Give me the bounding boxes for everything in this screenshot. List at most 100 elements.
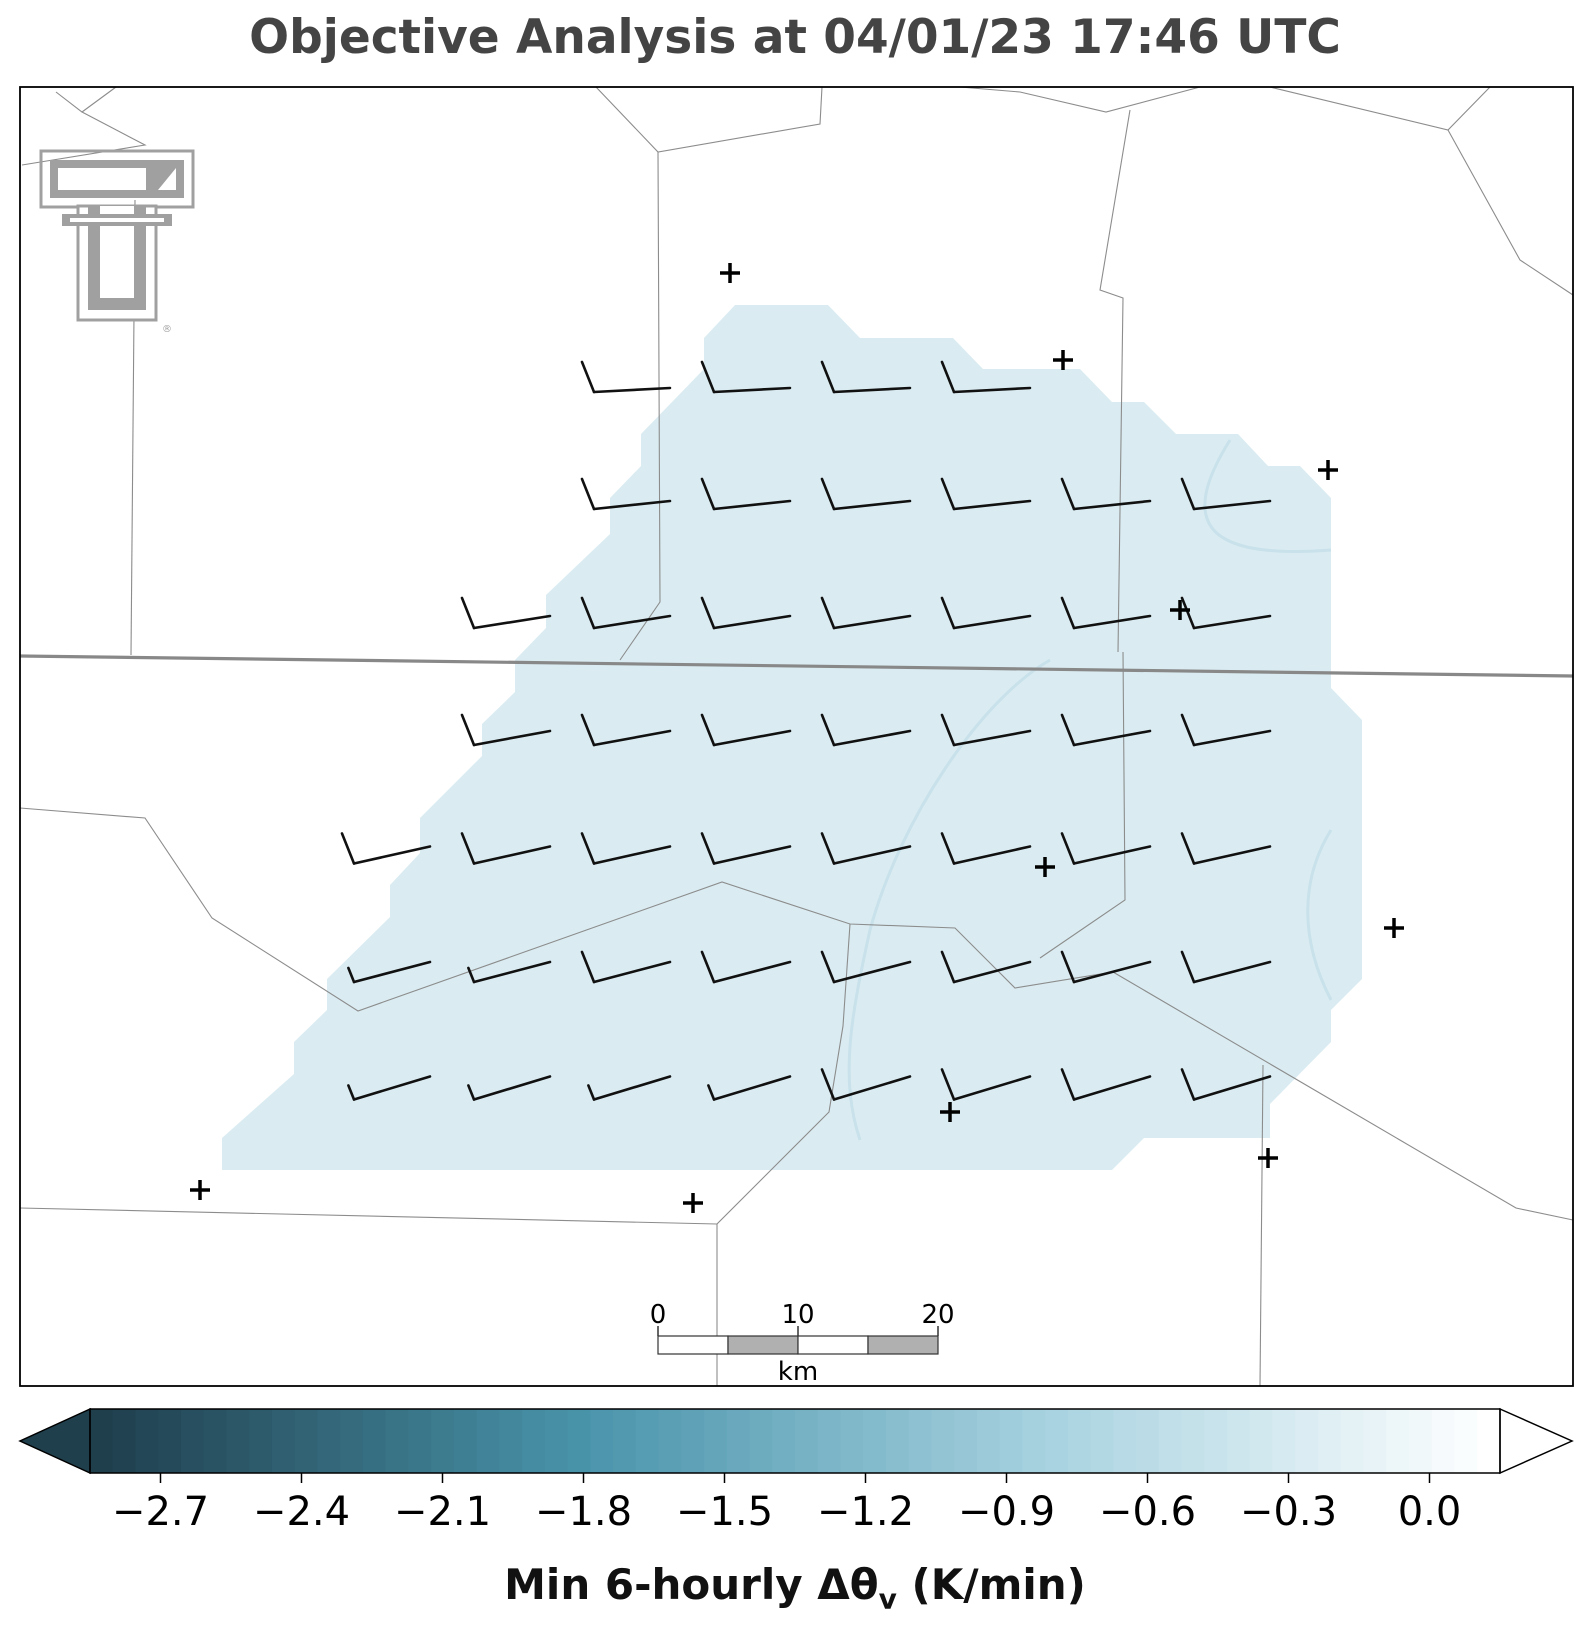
colorbar-step (431, 1409, 455, 1473)
wind-barb-staff (472, 1075, 552, 1101)
wind-barb-feather (580, 596, 596, 630)
colorbar-step (863, 1409, 887, 1473)
colorbar-step (1340, 1409, 1365, 1473)
wind-barb-staff (1192, 729, 1272, 747)
wind-barb-feather (707, 1084, 716, 1101)
colorbar-step (112, 1409, 137, 1473)
wind-barb-feather (1180, 596, 1196, 630)
wind-barb-feather (940, 950, 956, 984)
scale-segment (867, 1335, 939, 1355)
wind-barb-staff (832, 1075, 912, 1101)
scale-segment (727, 1335, 799, 1355)
wind-barb-staff (712, 1075, 792, 1101)
colorbar-step (135, 1409, 159, 1473)
colorbar-step (954, 1409, 978, 1473)
analysis-shaded-region (222, 305, 1362, 1170)
logo-base-inner (70, 218, 164, 222)
analysis-contour (1306, 829, 1333, 1001)
colorbar-step (1409, 1409, 1433, 1473)
colorbar-step (544, 1409, 569, 1473)
wind-barb-feather (940, 713, 956, 747)
wind-barb-feather (580, 360, 596, 394)
wind-barb-feather (580, 477, 596, 511)
wind-barb-staff (712, 845, 792, 865)
colorbar-tick-label: 0.0 (1398, 1489, 1462, 1535)
scale-units: km (778, 1357, 818, 1387)
scale-bar: 0 10 20 km (650, 1300, 955, 1387)
wind-barb-feather (820, 477, 836, 511)
colorbar-tick-label: −1.8 (535, 1489, 632, 1535)
wind-barb-staff (352, 845, 432, 865)
wind-barb-staff (1072, 729, 1152, 747)
wind-barb-feather (700, 596, 716, 630)
colorbar-step (772, 1409, 796, 1473)
colorbar-step (1022, 1409, 1046, 1473)
colorbar-step (840, 1409, 864, 1473)
colorbar-step (1363, 1409, 1387, 1473)
wind-barb-feather (820, 950, 836, 984)
colorbar-step (408, 1409, 432, 1473)
map-title: Objective Analysis at 04/01/23 17:46 UTC (249, 10, 1341, 65)
wind-barb-feather (460, 832, 476, 865)
colorbar-step (1295, 1409, 1319, 1473)
logo-bevel (146, 168, 176, 190)
wind-barb-feather (940, 596, 956, 630)
colorbar-extend-low (18, 1407, 91, 1475)
colorbar-step (522, 1409, 546, 1473)
wind-barb-staff (952, 386, 1032, 394)
wind-barb-feather (820, 596, 836, 630)
wind-barb-staff (1072, 1075, 1152, 1101)
wind-barb-feather (940, 360, 956, 394)
colorbar-step (271, 1409, 296, 1473)
colorbar-step (1090, 1409, 1114, 1473)
colorbar-step (658, 1409, 682, 1473)
wind-barb-feather (467, 1084, 476, 1101)
wind-barb-staff (952, 729, 1032, 747)
wind-barb-staff (592, 614, 672, 630)
wind-barbs (340, 360, 1272, 1101)
wind-barb-feather (580, 950, 596, 984)
colorbar-step (476, 1409, 500, 1473)
wind-barb-staff (1192, 1075, 1272, 1101)
wind-barb-feather (700, 713, 716, 747)
colorbar-step (1431, 1409, 1456, 1473)
wind-barb-staff (712, 499, 792, 511)
wind-barb-feather (700, 360, 716, 394)
colorbar-step (180, 1409, 205, 1473)
colorbar-step (226, 1409, 250, 1473)
wind-barb-feather (940, 1068, 956, 1101)
colorbar-step (1045, 1409, 1069, 1473)
wind-barb-feather (460, 596, 476, 630)
colorbar-step (1158, 1409, 1183, 1473)
wind-barb-staff (712, 614, 792, 630)
colorbar-step (499, 1409, 523, 1473)
colorbar-step (885, 1409, 910, 1473)
colorbar-step (726, 1409, 751, 1473)
wind-barb-staff (712, 729, 792, 747)
wind-barb-feather (820, 1068, 836, 1101)
wind-barb-feather (820, 832, 836, 865)
wind-barb-feather (1060, 950, 1076, 984)
wind-barb-staff (952, 1075, 1032, 1101)
colorbar-tick-label: −2.4 (253, 1489, 350, 1535)
wind-barb-staff (1192, 614, 1272, 630)
scale-segment (657, 1335, 729, 1355)
wind-barb-staff (832, 386, 912, 394)
wind-barb-feather (1180, 950, 1196, 984)
wind-barb-staff (832, 499, 912, 511)
colorbar-step (1318, 1409, 1342, 1473)
texas-tech-logo: ® (39, 149, 195, 335)
colorbar-step (1136, 1409, 1160, 1473)
wind-barb-staff (592, 499, 672, 511)
wind-barb-feather (1060, 596, 1076, 630)
wind-barb-feather (1180, 1068, 1196, 1101)
colorbar-extend-high (1499, 1407, 1574, 1475)
wind-barb-staff (592, 729, 672, 747)
wind-barb-feather (1180, 832, 1196, 865)
state-border (19, 654, 1574, 678)
colorbar-step (1204, 1409, 1228, 1473)
wind-barb-feather (820, 360, 836, 394)
colorbar-step (1249, 1409, 1274, 1473)
colorbar-step (1386, 1409, 1410, 1473)
wind-barb-feather (347, 1084, 356, 1101)
